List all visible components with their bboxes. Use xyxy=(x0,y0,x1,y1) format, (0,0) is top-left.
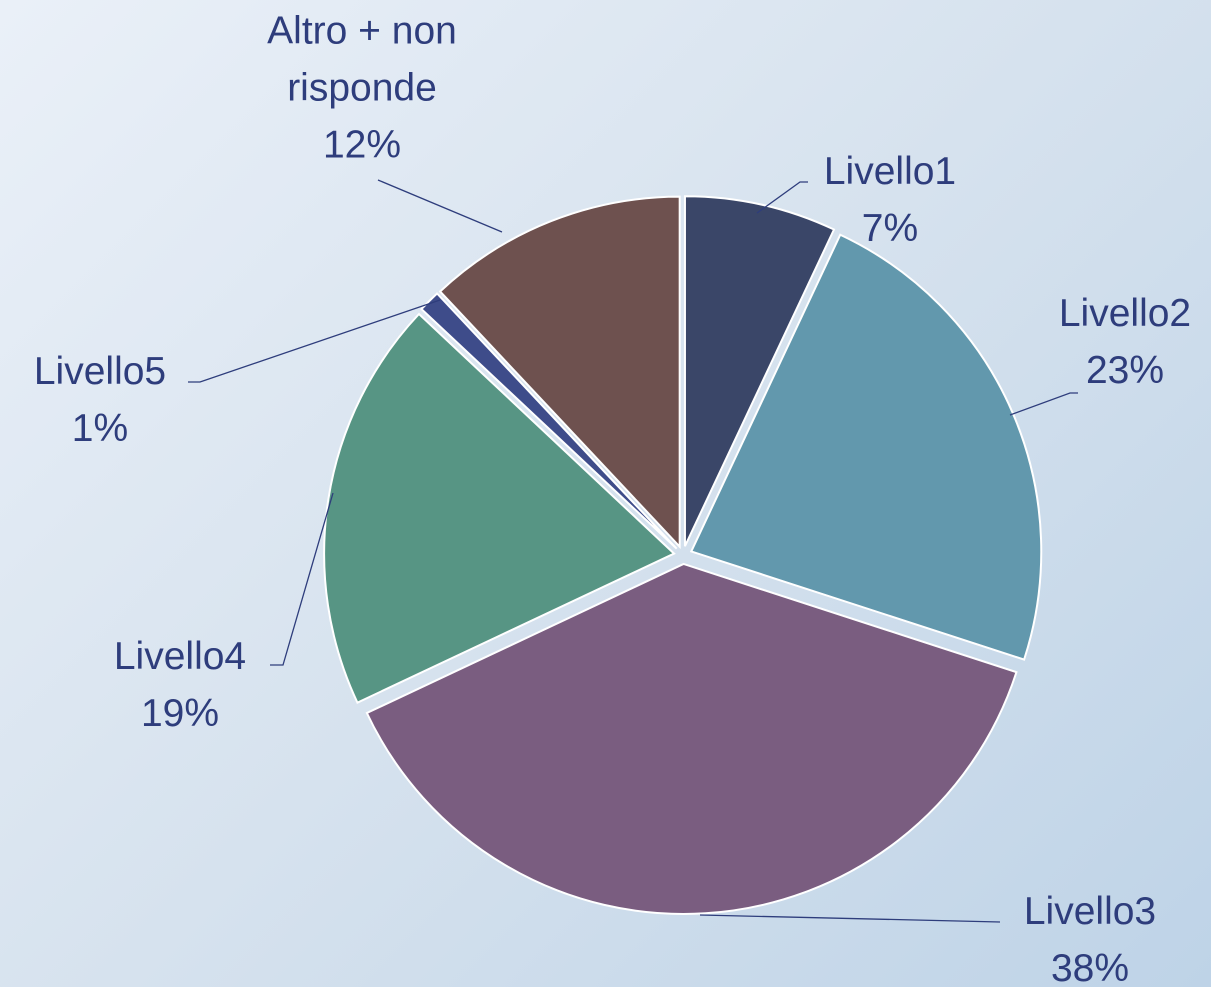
value-label: 38% xyxy=(1050,947,1130,987)
category-label: Livello2 xyxy=(1058,292,1192,335)
category-label: Livello1 xyxy=(823,150,957,193)
value-label: 23% xyxy=(1085,349,1165,392)
leader-line xyxy=(699,914,1001,923)
value-label: 12% xyxy=(322,123,402,167)
pie-slice xyxy=(365,562,1018,915)
leader-line xyxy=(377,179,503,233)
data-label: Livello1 7% xyxy=(824,143,956,257)
pie-slice xyxy=(323,312,676,704)
leader-line xyxy=(188,299,441,383)
pie-slice xyxy=(420,292,678,550)
pie-slice xyxy=(689,233,1043,661)
leader-line xyxy=(756,181,808,214)
data-label: Livello3 38% xyxy=(1024,883,1156,987)
data-label: Livello4 19% xyxy=(114,628,246,742)
value-label: 7% xyxy=(861,207,919,250)
value-label: 1% xyxy=(71,407,129,450)
data-label: Altro + non risponde 12% xyxy=(227,3,497,174)
category-label: Livello3 xyxy=(1023,890,1157,933)
leader-line xyxy=(270,492,334,666)
category-label: Livello4 xyxy=(113,635,247,678)
category-label: Altro + non risponde xyxy=(267,9,457,110)
value-label: 19% xyxy=(140,692,220,735)
pie-slice xyxy=(683,195,836,547)
pie-slice xyxy=(438,195,681,550)
data-label: Livello5 1% xyxy=(34,343,166,457)
data-label: Livello2 23% xyxy=(1059,285,1191,399)
category-label: Livello5 xyxy=(33,350,167,393)
leader-line xyxy=(1009,392,1078,416)
